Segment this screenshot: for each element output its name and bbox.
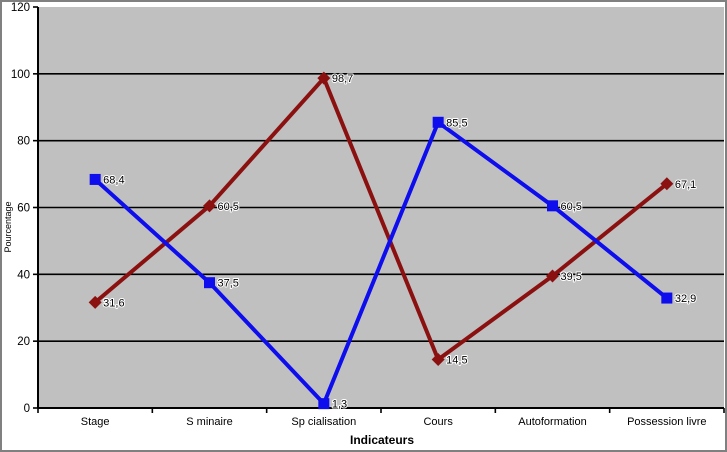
dark-red-series-data-label-6: 67,1 [675, 179, 696, 191]
dark-red-series-data-label-3: 98,7 [332, 73, 353, 85]
y-tick-label-40: 40 [17, 269, 30, 281]
y-axis-title: Pourcentage [3, 201, 13, 253]
category-label-2: S minaire [186, 416, 232, 428]
category-label-5: Autoformation [518, 416, 586, 428]
dark-red-series-marker-1 [88, 295, 102, 309]
blue-series-data-label-4: 85,5 [446, 117, 467, 129]
dark-red-series-data-label-2: 60,5 [218, 201, 239, 213]
blue-series-data-label-1: 68,4 [103, 174, 124, 186]
dark-red-series-data-label-1: 31,6 [103, 297, 124, 309]
y-tick-label-0: 0 [24, 403, 30, 415]
blue-series-marker-1 [89, 173, 101, 185]
category-label-3: Sp cialisation [291, 416, 356, 428]
dark-red-series-marker-3 [317, 71, 331, 85]
blue-series-marker-3 [318, 398, 330, 410]
x-axis-title: Indicateurs [349, 433, 415, 447]
blue-series-data-label-2: 37,5 [218, 278, 239, 290]
dark-red-series-marker-5 [546, 269, 559, 283]
category-label-6: Possession livre [627, 416, 706, 428]
blue-series-marker-6 [661, 292, 673, 304]
category-label-4: Cours [423, 416, 453, 428]
blue-series-data-label-5: 60,5 [561, 201, 582, 213]
dark-red-series-data-label-4: 14,5 [446, 355, 467, 367]
blue-series-data-label-6: 32,9 [675, 293, 696, 305]
blue-series-line [93, 120, 669, 406]
blue-series-marker-2 [204, 277, 215, 289]
blue-series-marker-4 [432, 116, 444, 128]
y-tick-label-60: 60 [17, 203, 30, 215]
category-label-1: Stage [81, 416, 110, 428]
y-tick-label-80: 80 [17, 136, 30, 148]
dark-red-series-marker-4 [431, 353, 445, 367]
blue-series-data-label-3: 1,3 [332, 399, 347, 411]
dark-red-series-data-label-5: 39,5 [561, 271, 582, 283]
y-tick-label-120: 120 [11, 2, 30, 14]
y-tick-label-20: 20 [17, 336, 30, 348]
y-tick-label-100: 100 [11, 69, 30, 81]
dark-red-series-marker-6 [660, 177, 674, 191]
dark-red-series-line [93, 76, 669, 362]
dark-red-series-marker-2 [203, 199, 216, 213]
blue-series-marker-5 [547, 200, 558, 212]
